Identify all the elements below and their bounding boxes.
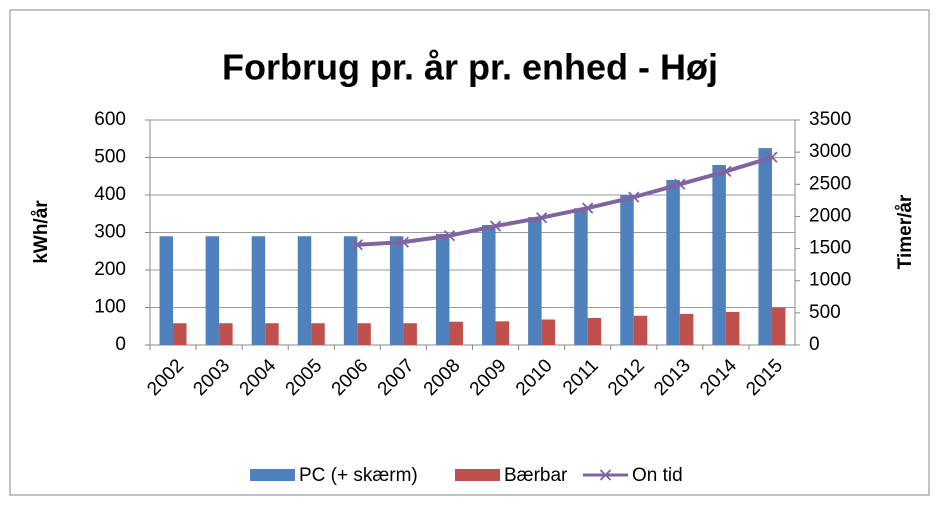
- line-marker: [582, 202, 594, 214]
- line-marker: [397, 236, 410, 248]
- y2-tick-label: 3500: [809, 109, 851, 130]
- line: [357, 155, 773, 247]
- bar: [435, 234, 450, 345]
- bar: [357, 323, 371, 345]
- bar: [173, 323, 187, 345]
- y-tick-label: 600: [94, 109, 126, 130]
- bar: [205, 236, 220, 345]
- bar: [666, 180, 680, 345]
- bar: [297, 236, 312, 345]
- line-marker: [351, 239, 363, 251]
- bar: [633, 315, 648, 345]
- line-marker: [535, 212, 548, 224]
- line-marker: [628, 191, 640, 203]
- y2-axis-label: Timer/år: [895, 194, 916, 269]
- y2-tick-label: 3000: [809, 141, 851, 162]
- bar: [219, 323, 233, 345]
- y2-tick-label: 2500: [809, 173, 851, 194]
- y2-tick-label: 500: [809, 302, 841, 323]
- line-marker: [766, 151, 778, 163]
- y-tick-label: 500: [94, 147, 126, 168]
- y-tick-label: 200: [94, 259, 126, 280]
- bar: [495, 321, 510, 345]
- y2-tick-label: 1000: [809, 270, 851, 291]
- bar: [574, 208, 588, 345]
- bar: [620, 195, 634, 345]
- bar: [725, 312, 740, 345]
- bar: [541, 319, 556, 345]
- bar: [679, 313, 694, 345]
- bar: [449, 321, 463, 345]
- legend-label: On tid: [632, 465, 683, 486]
- y2-tick-label: 0: [809, 334, 820, 355]
- bar: [712, 165, 726, 345]
- bar: [159, 236, 174, 345]
- legend-swatch: [455, 469, 500, 481]
- bar: [482, 225, 496, 345]
- bar: [389, 236, 404, 345]
- y-axis-label: kWh/år: [31, 200, 52, 264]
- y2-tick-label: 2000: [809, 205, 851, 226]
- bar: [758, 148, 772, 345]
- line-marker: [489, 220, 502, 232]
- bar: [265, 323, 279, 345]
- bar: [587, 318, 602, 345]
- y-tick-label: 300: [94, 222, 126, 243]
- bar: [528, 217, 542, 345]
- y-tick-label: 100: [94, 297, 126, 318]
- line-marker: [443, 230, 456, 242]
- bar: [251, 236, 266, 345]
- legend-swatch: [250, 469, 295, 481]
- bar: [403, 323, 417, 345]
- y2-tick-label: 1500: [809, 238, 851, 259]
- y-tick-label: 0: [115, 334, 126, 355]
- line-marker: [674, 178, 686, 190]
- legend-marker: [599, 469, 612, 481]
- bar: [311, 323, 325, 345]
- legend-label: Bærbar: [504, 465, 568, 486]
- legend-label: PC (+ skærm): [299, 465, 418, 486]
- bar: [771, 307, 786, 345]
- line-marker: [720, 165, 732, 178]
- chart-title: Forbrug pr. år pr. enhed - Høj: [222, 47, 718, 88]
- y-tick-label: 400: [94, 184, 126, 205]
- bar: [343, 236, 358, 345]
